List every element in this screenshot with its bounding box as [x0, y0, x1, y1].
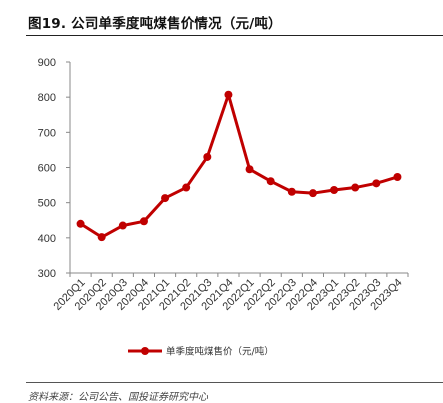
y-tick-label: 300 — [38, 268, 56, 280]
data-point — [308, 189, 317, 198]
y-tick-label: 500 — [38, 198, 56, 210]
data-point — [118, 221, 127, 230]
line-chart: 300 400 500 600 700 800 900 2020Q12020Q22020Q3… — [38, 57, 409, 358]
data-point — [224, 90, 233, 99]
data-point — [139, 217, 148, 226]
data-point — [76, 219, 85, 228]
data-point — [161, 194, 170, 203]
data-point — [287, 187, 296, 196]
y-tick-label: 700 — [38, 127, 56, 139]
title-rule — [26, 35, 443, 36]
series-layer — [76, 90, 402, 242]
data-point — [97, 233, 106, 242]
legend: 单季度吨煤售价（元/吨） — [128, 346, 274, 358]
y-tick-label: 900 — [38, 57, 56, 69]
source-rule — [26, 382, 443, 383]
x-axis: 2020Q12020Q22020Q32020Q42021Q12021Q22021… — [52, 272, 409, 313]
series-line — [79, 93, 399, 239]
data-point — [266, 177, 275, 186]
source-note: 资料来源：公司公告、国投证券研究中心 — [28, 392, 208, 403]
y-tick-label: 800 — [38, 92, 56, 104]
data-point — [351, 183, 360, 192]
data-point — [182, 183, 191, 192]
figure-title: 图19. 公司单季度吨煤售价情况（元/吨） — [28, 16, 282, 32]
data-point — [372, 179, 381, 188]
legend-label: 单季度吨煤售价（元/吨） — [166, 346, 274, 358]
y-tick-label: 400 — [38, 233, 56, 245]
legend-marker — [141, 347, 149, 355]
data-point — [245, 165, 254, 174]
y-axis: 300 400 500 600 700 800 900 — [38, 57, 71, 280]
data-point — [330, 186, 339, 195]
data-point — [203, 152, 212, 161]
data-point — [393, 172, 402, 181]
y-tick-label: 600 — [38, 163, 56, 175]
